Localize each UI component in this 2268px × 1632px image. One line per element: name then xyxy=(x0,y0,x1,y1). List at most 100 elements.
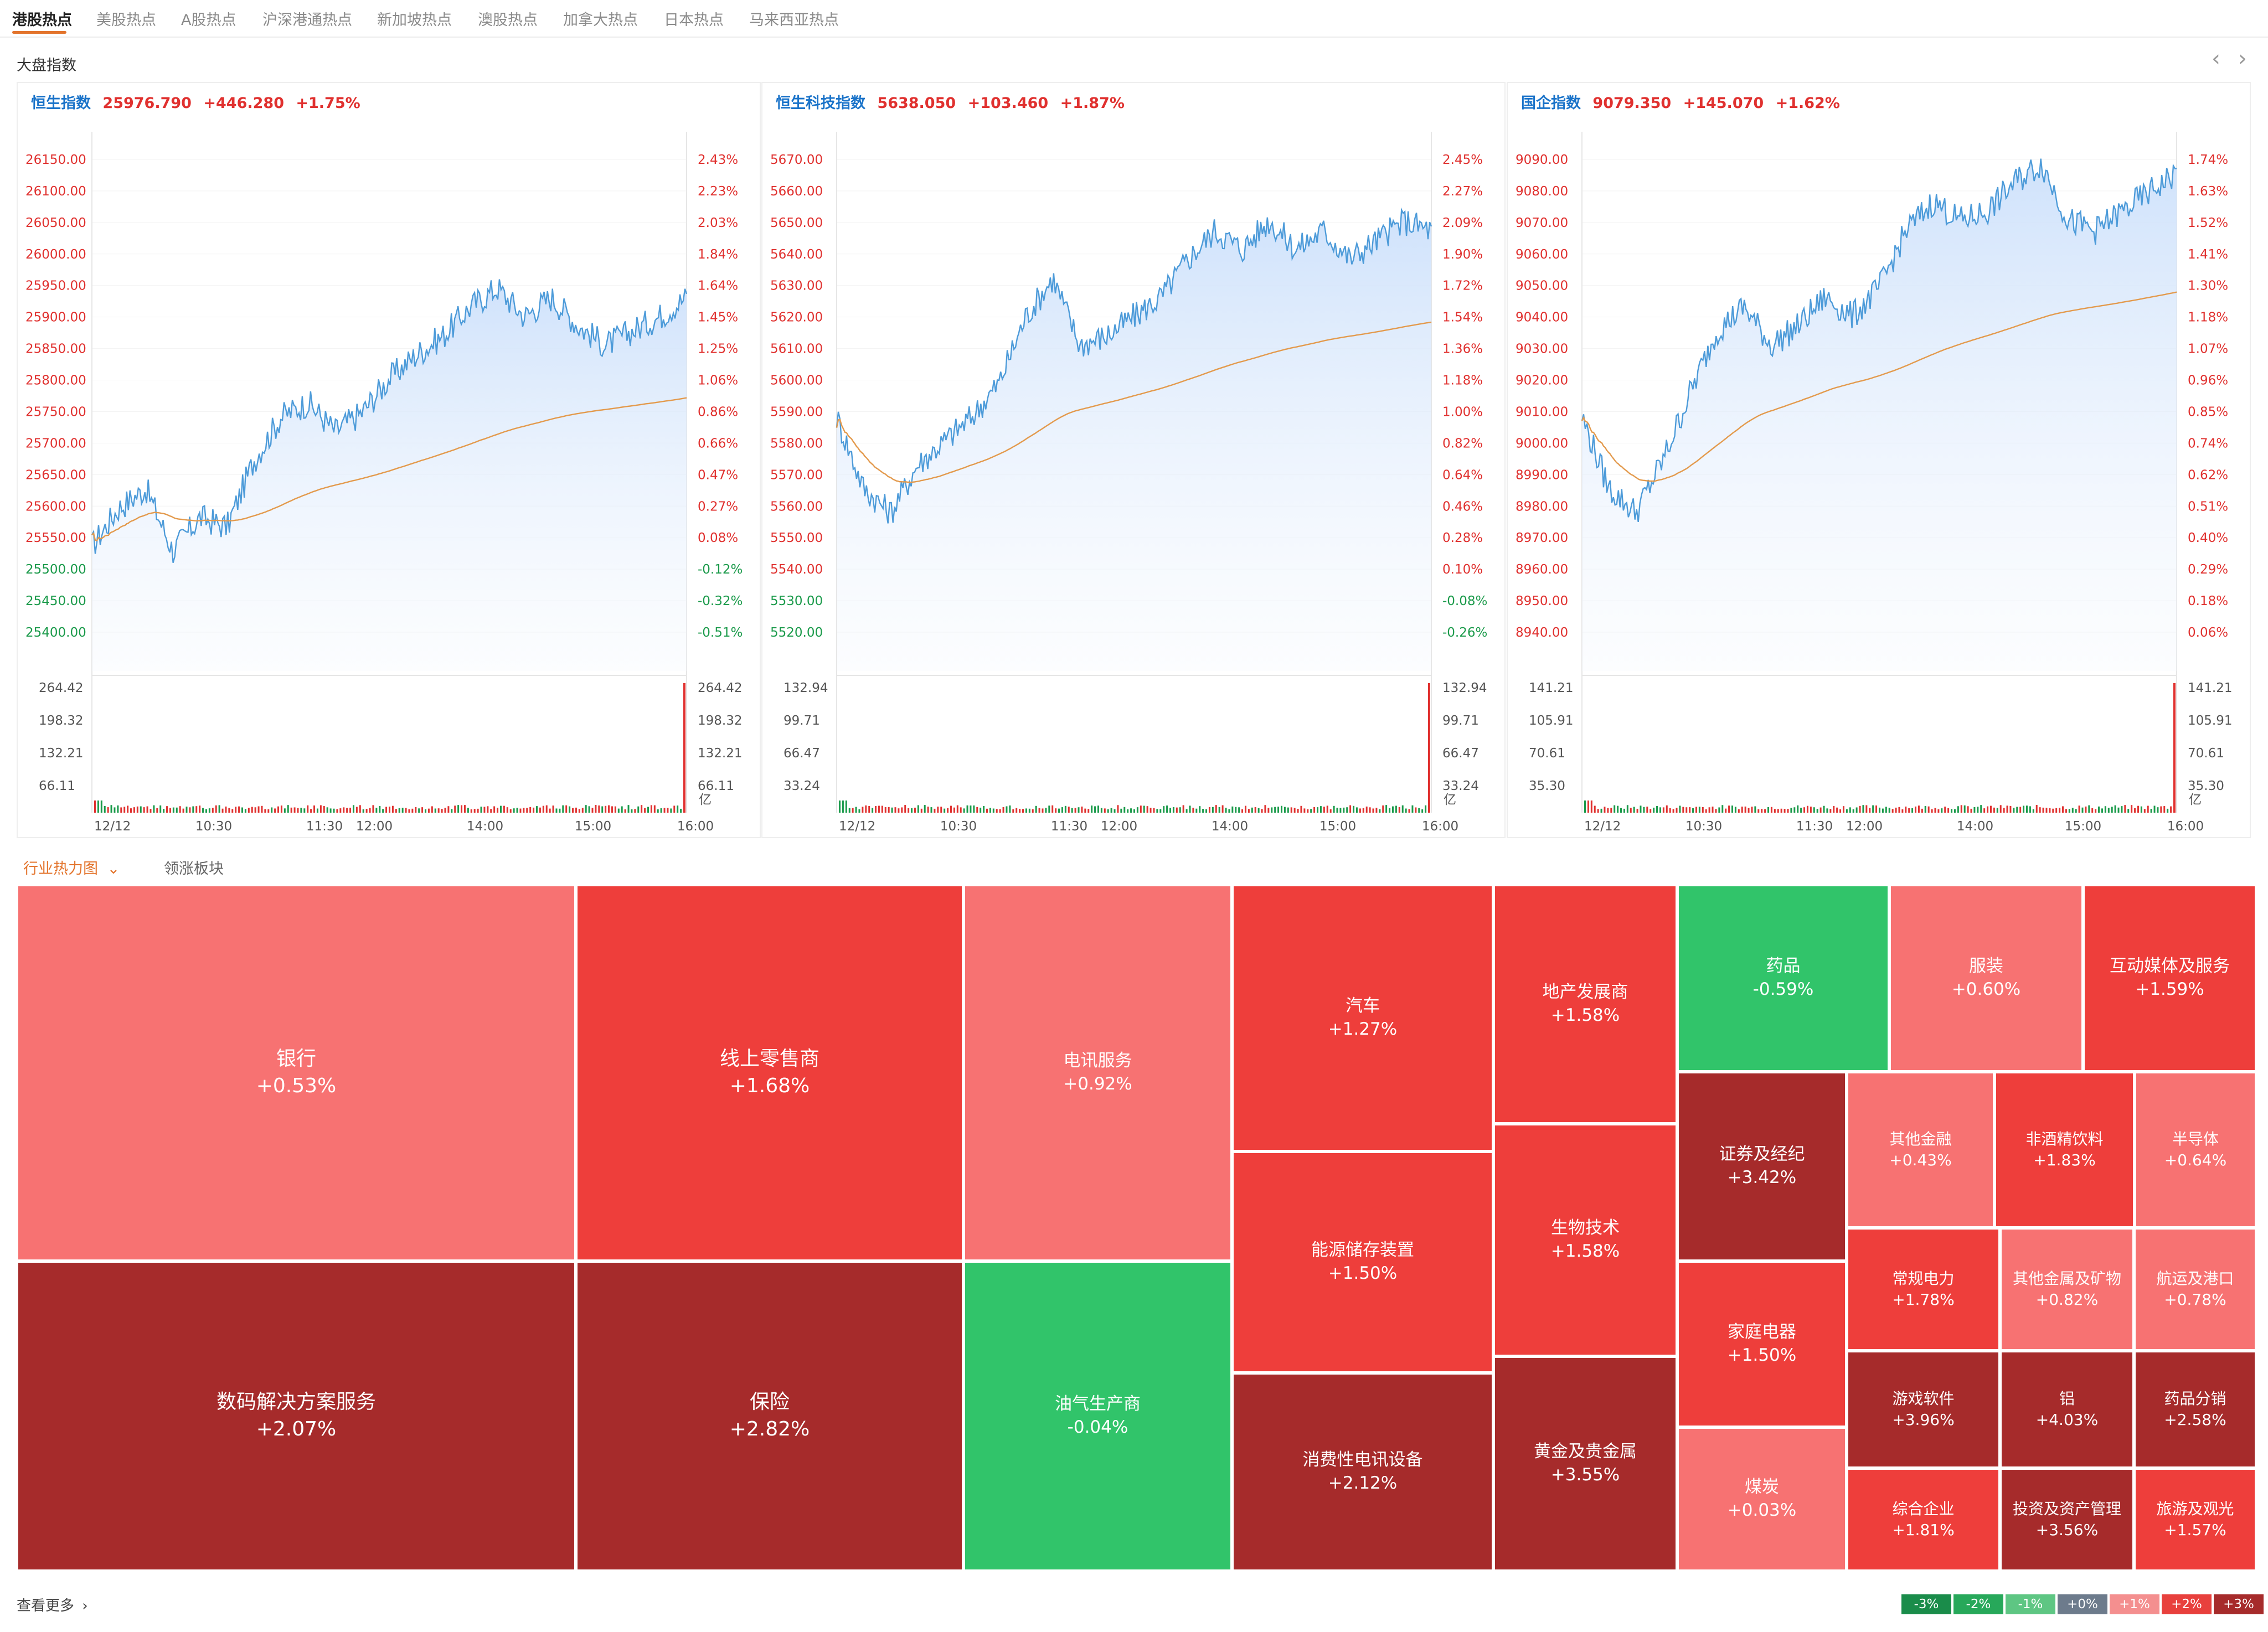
tab-singapore[interactable]: 新加坡热点 xyxy=(377,12,452,29)
volume-bar xyxy=(1081,806,1083,813)
index-panel-hsi[interactable]: 恒生指数 25976.790 +446.280 +1.75% 26150.00 2… xyxy=(17,82,761,838)
sector-tile[interactable]: 消费性电讯设备 +2.12% xyxy=(1232,1373,1493,1571)
tab-us[interactable]: 美股热点 xyxy=(96,12,156,29)
volume-bar xyxy=(1819,807,1822,813)
sector-tile[interactable]: 数码解决方案服务 +2.07% xyxy=(17,1261,576,1571)
volume-bar xyxy=(2137,805,2139,813)
sector-tile[interactable]: 非酒精饮料 +1.83% xyxy=(1994,1072,2135,1228)
pct-tick: 0.66% xyxy=(698,436,738,451)
volume-bar xyxy=(215,805,217,813)
tab-hk[interactable]: 港股热点 xyxy=(12,12,72,29)
tab-a-share[interactable]: A股热点 xyxy=(181,12,236,29)
index-panel-hstech[interactable]: 恒生科技指数 5638.050 +103.460 +1.87% 5670.00 2… xyxy=(761,82,1506,838)
volume-bar xyxy=(562,805,564,813)
sector-tile[interactable]: 地产发展商 +1.58% xyxy=(1493,885,1677,1124)
volume-bar xyxy=(382,809,384,813)
index-header: 恒生指数 25976.790 +446.280 +1.75% xyxy=(31,91,360,112)
pct-tick: 0.06% xyxy=(2188,626,2228,640)
tab-malaysia[interactable]: 马来西亚热点 xyxy=(749,12,839,29)
volume-bar xyxy=(447,806,450,813)
volume-bar xyxy=(1712,806,1714,813)
volume-bar xyxy=(677,805,679,813)
volume-tick: 141.21 xyxy=(1529,681,1573,695)
sector-tile[interactable]: 家庭电器 +1.50% xyxy=(1677,1261,1847,1427)
tab-connect[interactable]: 沪深港通热点 xyxy=(262,12,352,29)
sector-tile[interactable]: 航运及港口 +0.78% xyxy=(2134,1228,2256,1351)
sector-tile[interactable]: 服装 +0.60% xyxy=(1889,885,2083,1072)
price-tick: 26100.00 xyxy=(25,184,86,199)
sector-tile[interactable]: 游戏软件 +3.96% xyxy=(1847,1351,2000,1468)
pct-tick: 1.63% xyxy=(2188,184,2228,199)
pct-tick: 1.84% xyxy=(698,247,738,262)
sector-tile[interactable]: 油气生产商 -0.04% xyxy=(963,1261,1232,1571)
sector-tile[interactable]: 能源储存装置 +1.50% xyxy=(1232,1151,1493,1373)
pct-tick: 1.90% xyxy=(1442,247,1483,262)
sector-tile[interactable]: 生物技术 +1.58% xyxy=(1493,1124,1677,1356)
sector-name: 生物技术 xyxy=(1551,1218,1620,1238)
average-line xyxy=(91,397,687,542)
prev-arrow-icon[interactable]: ‹ xyxy=(2212,46,2220,71)
volume-bar xyxy=(611,806,613,813)
pct-tick: 0.74% xyxy=(2188,436,2228,451)
tab-japan[interactable]: 日本热点 xyxy=(664,12,724,29)
volume-bar xyxy=(1375,808,1378,813)
volume-bar xyxy=(1816,809,1818,813)
sector-tile[interactable]: 互动媒体及服务 +1.59% xyxy=(2083,885,2256,1072)
sector-tile[interactable]: 线上零售商 +1.68% xyxy=(576,885,963,1261)
leading-sectors-tab[interactable]: 领涨板块 xyxy=(164,860,224,877)
sector-tile[interactable]: 旅游及观光 +1.57% xyxy=(2134,1468,2256,1571)
volume-bar xyxy=(1833,805,1835,813)
next-arrow-icon[interactable]: › xyxy=(2238,46,2247,71)
volume-bar xyxy=(225,806,227,813)
volume-bar xyxy=(934,808,936,813)
volume-bar xyxy=(1362,808,1364,813)
volume-bar xyxy=(1042,808,1044,813)
volume-bar xyxy=(2114,805,2116,813)
volume-bar xyxy=(1754,806,1756,813)
section-title: 大盘指数 xyxy=(17,57,76,74)
tab-australia[interactable]: 澳股热点 xyxy=(478,12,538,29)
view-more-link[interactable]: 查看更多 › xyxy=(17,1594,88,1615)
volume-bar xyxy=(924,805,926,813)
sector-tile[interactable]: 其他金属及矿物 +0.82% xyxy=(2000,1228,2134,1351)
volume-bar xyxy=(2032,809,2034,813)
price-tick: 8950.00 xyxy=(1516,594,1568,608)
sector-tile[interactable]: 黄金及贵金属 +3.55% xyxy=(1493,1356,1677,1571)
volume-bar xyxy=(2026,805,2028,813)
volume-bar xyxy=(1319,806,1322,813)
sector-tile[interactable]: 药品 -0.59% xyxy=(1677,885,1889,1072)
index-panel-hscei[interactable]: 国企指数 9079.350 +145.070 +1.62% 9090.00 1.7… xyxy=(1507,82,2251,838)
volume-bar xyxy=(989,808,991,813)
time-label: 16:00 xyxy=(1422,819,1458,834)
sector-tile[interactable]: 铝 +4.03% xyxy=(2000,1351,2134,1468)
volume-tick-right: 33.24 xyxy=(1442,779,1479,793)
sector-tile[interactable]: 其他金融 +0.43% xyxy=(1847,1072,1994,1228)
volume-bar xyxy=(169,808,171,813)
volume-bar xyxy=(1885,807,1887,813)
sector-tile[interactable]: 证券及经纪 +3.42% xyxy=(1677,1072,1847,1261)
volume-bar xyxy=(1973,807,1976,813)
sector-tile[interactable]: 汽车 +1.27% xyxy=(1232,885,1493,1151)
heatmap-title[interactable]: 行业热力图 ⌄ xyxy=(23,856,120,878)
sector-tile[interactable]: 半导体 +0.64% xyxy=(2135,1072,2256,1228)
volume-bar xyxy=(1849,807,1851,813)
volume-bar xyxy=(1924,805,1926,813)
sector-tile[interactable]: 电讯服务 +0.92% xyxy=(963,885,1232,1261)
price-tick: 5520.00 xyxy=(770,626,823,640)
volume-tick: 132.21 xyxy=(39,746,83,761)
volume-bar xyxy=(261,805,263,813)
tab-canada[interactable]: 加拿大热点 xyxy=(563,12,638,29)
volume-bar xyxy=(202,808,204,813)
sector-tile[interactable]: 煤炭 +0.03% xyxy=(1677,1427,1847,1571)
volume-unit: 亿 xyxy=(699,793,712,807)
sector-tile[interactable]: 投资及资产管理 +3.56% xyxy=(2000,1468,2134,1571)
sector-tile[interactable]: 常规电力 +1.78% xyxy=(1847,1228,2000,1351)
volume-bar xyxy=(1610,808,1612,813)
volume-bar xyxy=(1391,806,1394,813)
sector-tile[interactable]: 综合企业 +1.81% xyxy=(1847,1468,2000,1571)
sector-tile[interactable]: 保险 +2.82% xyxy=(576,1261,963,1571)
volume-bar xyxy=(326,807,328,813)
sector-name: 能源储存装置 xyxy=(1311,1240,1414,1261)
sector-tile[interactable]: 药品分销 +2.58% xyxy=(2134,1351,2256,1468)
sector-tile[interactable]: 银行 +0.53% xyxy=(17,885,576,1261)
